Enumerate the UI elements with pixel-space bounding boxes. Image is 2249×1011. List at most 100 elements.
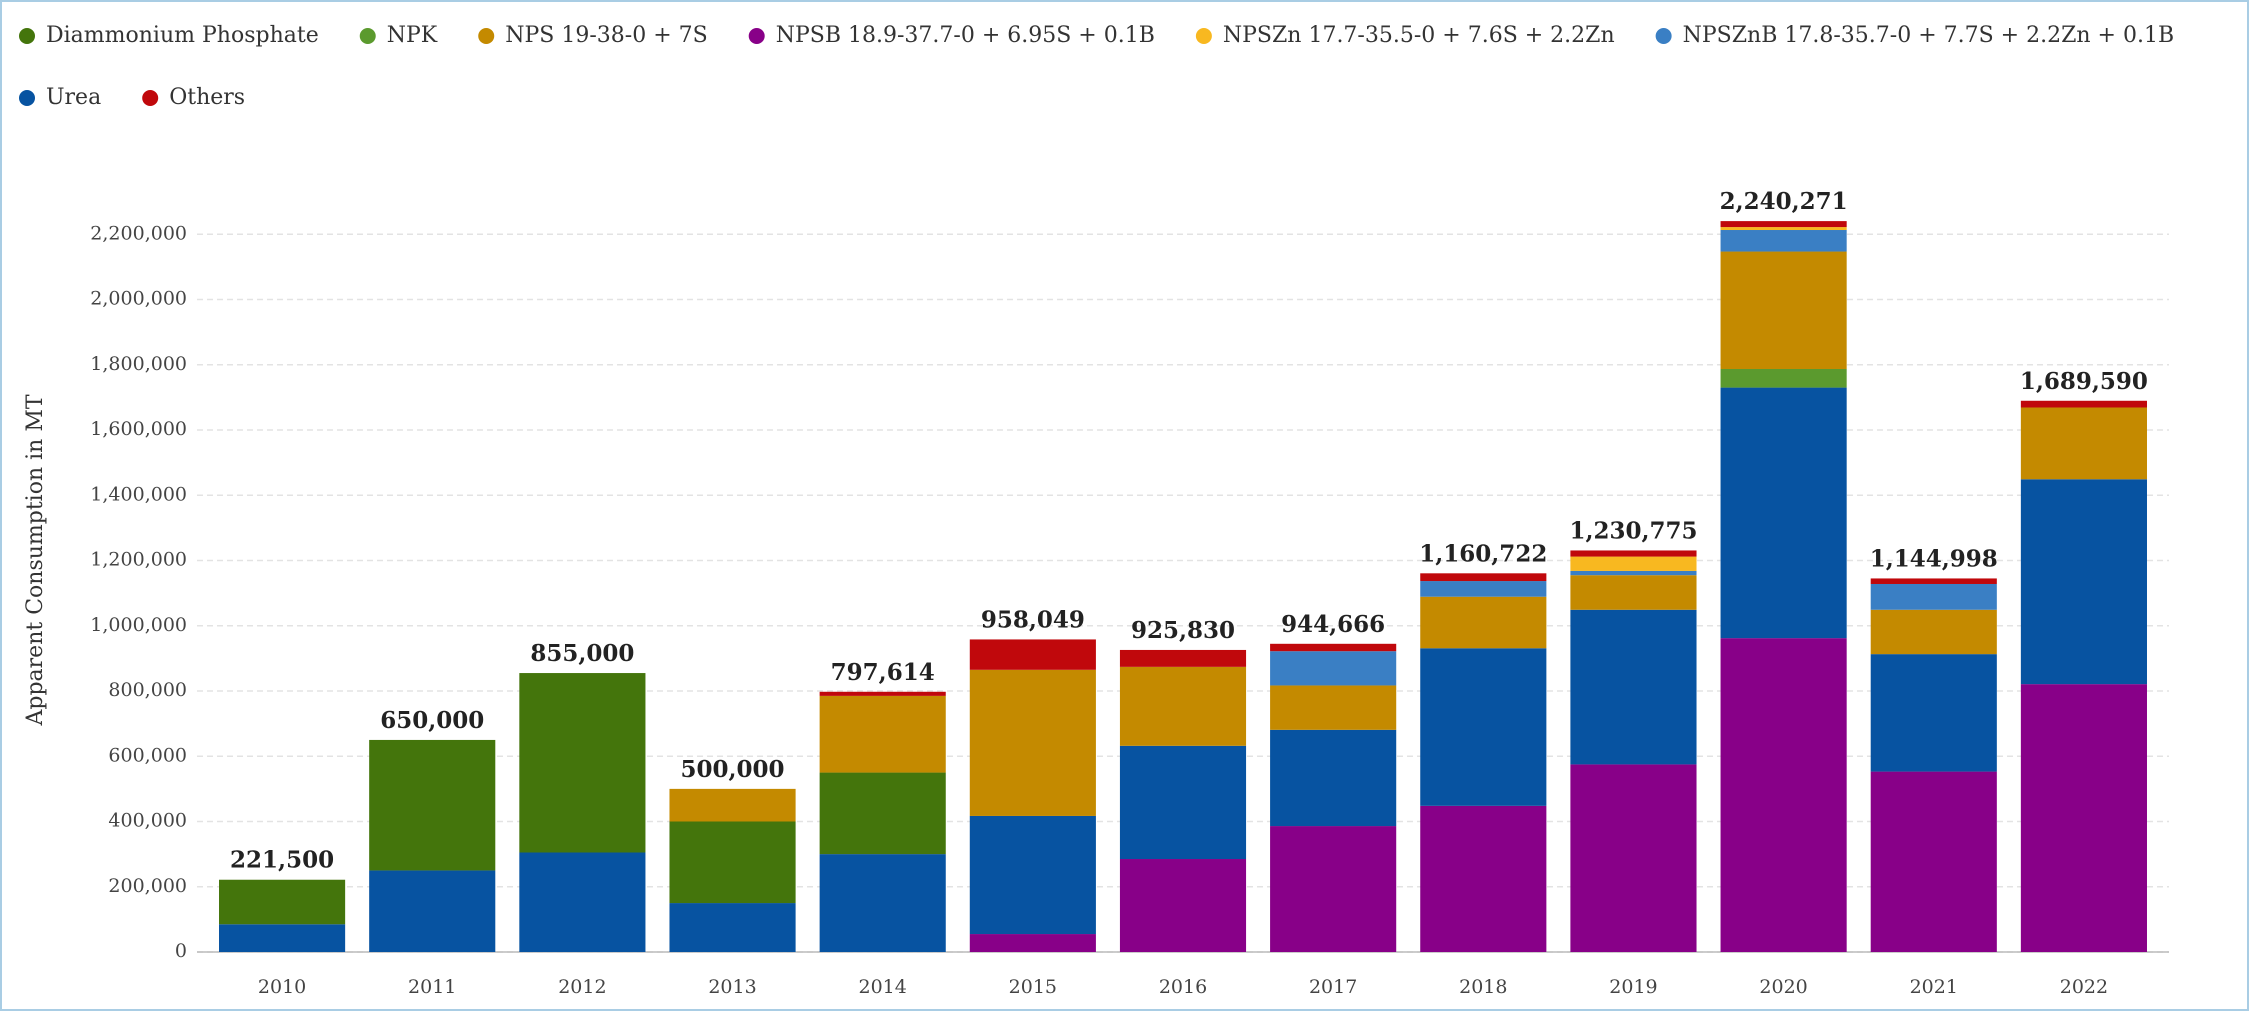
bar-segment — [1570, 550, 1697, 557]
bar-segment — [1420, 581, 1547, 597]
bar-segment — [1420, 805, 1547, 952]
bar-segment — [1870, 583, 1997, 610]
bar-segment — [669, 788, 796, 822]
total-label: 944,666 — [1281, 611, 1385, 638]
legend-label: NPK — [387, 23, 438, 48]
x-tick-label: 2019 — [1609, 976, 1657, 998]
x-tick-label: 2020 — [1759, 976, 1807, 998]
legend-swatch — [359, 28, 376, 44]
bar-segment — [519, 673, 646, 853]
bar-segment — [1720, 368, 1847, 388]
bar-segment — [1870, 609, 1997, 655]
y-tick-label: 1,800,000 — [90, 353, 187, 375]
bar-segment — [969, 669, 1096, 816]
bar-segment — [1270, 826, 1397, 952]
y-tick-label: 2,200,000 — [90, 222, 187, 244]
bar-segment — [1119, 859, 1247, 952]
bar-segment — [219, 879, 346, 925]
y-tick-label: 800,000 — [108, 679, 187, 701]
bar-segment — [2020, 684, 2147, 952]
legend-label: NPS 19-38-0 + 7S — [505, 23, 707, 48]
total-label: 650,000 — [380, 707, 484, 734]
total-label: 2,240,271 — [1720, 188, 1848, 215]
total-label: 1,144,998 — [1870, 545, 1998, 572]
bar-segment — [1270, 651, 1397, 686]
bar-segment — [1870, 771, 1997, 952]
x-tick-label: 2014 — [859, 976, 907, 998]
total-label: 797,614 — [831, 659, 935, 686]
bar-segment — [1720, 387, 1847, 639]
legend-swatch — [19, 90, 35, 106]
y-tick-label: 600,000 — [108, 744, 187, 766]
legend-swatch — [1195, 28, 1212, 44]
bar-segment — [1570, 575, 1697, 610]
bar-segment — [1720, 230, 1847, 252]
total-label: 500,000 — [681, 756, 785, 783]
bar-segment — [1270, 685, 1397, 730]
bar-segment — [1570, 609, 1697, 765]
y-axis-label: Apparent Consumption in MT — [23, 394, 48, 726]
bar-segment — [2020, 400, 2147, 408]
total-label: 1,689,590 — [2020, 368, 2148, 395]
x-tick-label: 2017 — [1309, 976, 1357, 998]
bar-segment — [1720, 227, 1847, 231]
x-tick-label: 2021 — [1910, 976, 1958, 998]
bar-segment — [819, 695, 946, 773]
bar-segment — [1270, 643, 1397, 652]
legend-swatch — [19, 28, 35, 44]
bar-segment — [1119, 649, 1247, 667]
y-tick-label: 400,000 — [108, 810, 187, 832]
bar-segment — [969, 934, 1096, 952]
legend-label: NPSB 18.9-37.7-0 + 6.95S + 0.1B — [776, 23, 1155, 48]
bar-segment — [1570, 764, 1697, 952]
bar-segment — [2020, 479, 2147, 685]
x-tick-label: 2012 — [558, 976, 606, 998]
total-label: 1,230,775 — [1569, 517, 1697, 544]
legend-swatch — [748, 28, 765, 44]
bar-segment — [1270, 729, 1397, 827]
bar-segment — [1119, 745, 1247, 860]
x-tick-label: 2022 — [2060, 976, 2108, 998]
bar-segment — [1870, 654, 1997, 772]
legend-label: Others — [169, 85, 245, 110]
y-tick-label: 1,400,000 — [90, 483, 187, 505]
bar-segment — [669, 821, 796, 904]
x-tick-label: 2015 — [1009, 976, 1057, 998]
bar-segment — [369, 739, 496, 871]
bar-segment — [969, 815, 1096, 935]
legend-label: Diammonium Phosphate — [46, 23, 319, 48]
legend-swatch — [1655, 28, 1672, 44]
legend-label: NPSZnB 17.8-35.7-0 + 7.7S + 2.2Zn + 0.1B — [1683, 23, 2175, 48]
bar-segment — [819, 691, 946, 696]
bar-segment — [1570, 570, 1697, 576]
total-label: 1,160,722 — [1419, 540, 1547, 567]
bar-segment — [1720, 638, 1847, 952]
bar-segment — [1119, 666, 1247, 746]
bar-segment — [1420, 648, 1547, 806]
legend-label: NPSZn 17.7-35.5-0 + 7.6S + 2.2Zn — [1223, 23, 1615, 48]
legend-label: Urea — [46, 85, 101, 110]
x-tick-label: 2010 — [258, 976, 306, 998]
bar-segment — [1570, 556, 1697, 571]
bar-segment — [1720, 251, 1847, 369]
x-tick-label: 2013 — [708, 976, 756, 998]
bar-segment — [1420, 573, 1547, 582]
bar-segment — [1870, 578, 1997, 584]
x-tick-label: 2016 — [1159, 976, 1207, 998]
y-tick-label: 2,000,000 — [90, 288, 187, 310]
total-label: 925,830 — [1131, 617, 1235, 644]
bar-segment — [1420, 596, 1547, 649]
legend-swatch — [142, 90, 159, 106]
x-tick-label: 2011 — [408, 976, 456, 998]
total-label: 221,500 — [230, 847, 334, 874]
y-tick-label: 1,200,000 — [90, 549, 187, 571]
bar-segment — [669, 903, 796, 952]
y-tick-label: 200,000 — [108, 875, 187, 897]
total-label: 958,049 — [981, 606, 1085, 633]
bar-segment — [969, 639, 1096, 670]
y-tick-label: 1,000,000 — [90, 614, 187, 636]
bar-segment — [369, 870, 496, 952]
bar-segment — [2020, 407, 2147, 480]
y-tick-label: 1,600,000 — [90, 418, 187, 440]
